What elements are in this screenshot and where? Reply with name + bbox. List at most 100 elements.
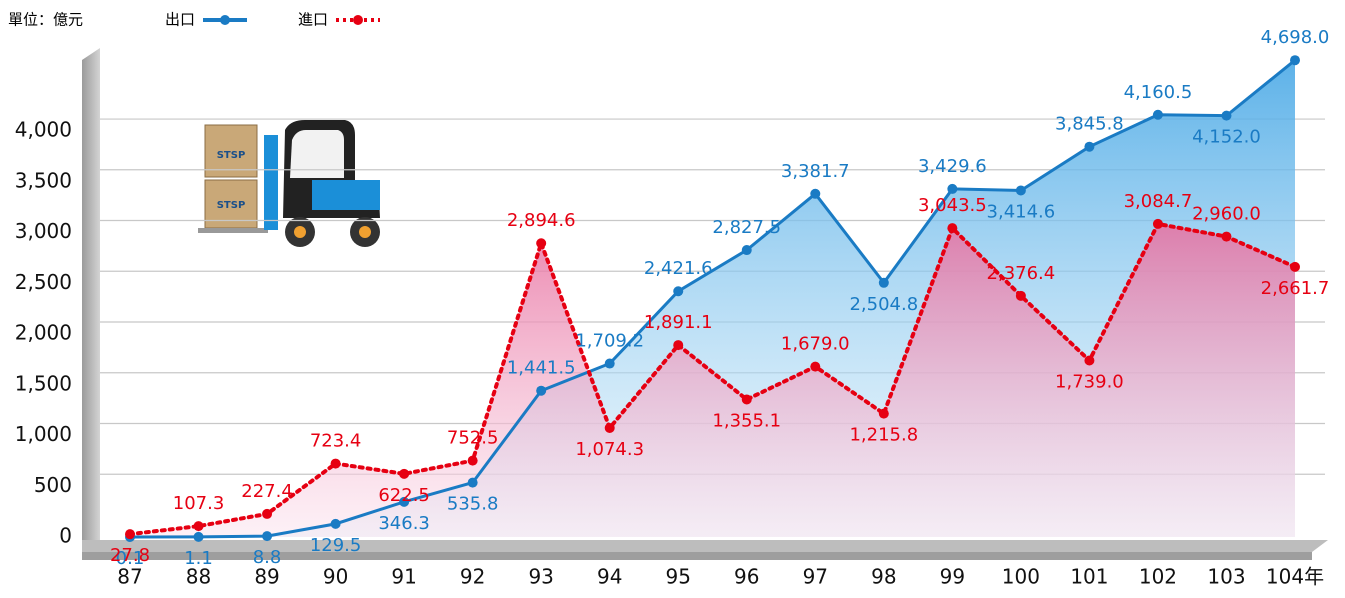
- data-point: [1221, 111, 1231, 121]
- x-tick-label: 96: [734, 565, 759, 589]
- value-label: 4,160.5: [1124, 82, 1193, 103]
- value-label: 227.4: [241, 481, 293, 502]
- data-point: [947, 184, 957, 194]
- data-point: [536, 386, 546, 396]
- x-tick-label: 90: [323, 565, 348, 589]
- data-point: [536, 238, 546, 248]
- x-tick-label: 104年: [1266, 565, 1324, 589]
- value-label: 346.3: [378, 513, 430, 534]
- value-label: 4,698.0: [1261, 27, 1330, 48]
- y-tick-label: 1,500: [15, 371, 72, 395]
- value-label: 723.4: [310, 431, 362, 452]
- data-point: [605, 423, 615, 433]
- x-tick-label: 101: [1070, 565, 1108, 589]
- data-point: [331, 459, 341, 469]
- value-label: 1,679.0: [781, 334, 850, 355]
- data-point: [742, 245, 752, 255]
- value-label: 2,376.4: [987, 263, 1056, 284]
- y-tick-label: 0: [59, 524, 72, 548]
- value-label: 27.8: [110, 545, 150, 566]
- data-point: [468, 456, 478, 466]
- data-point: [125, 529, 135, 539]
- x-tick-label: 87: [117, 565, 142, 589]
- legend-marker: [220, 15, 230, 25]
- data-point: [742, 394, 752, 404]
- data-point: [605, 359, 615, 369]
- y-tick-label: 4,000: [15, 118, 72, 142]
- y-tick-label: 3,500: [15, 168, 72, 192]
- data-point: [1290, 262, 1300, 272]
- x-tick-label: 93: [528, 565, 553, 589]
- value-label: 3,381.7: [781, 161, 850, 182]
- svg-text:STSP: STSP: [217, 200, 246, 211]
- value-label: 2,421.6: [644, 258, 713, 279]
- value-label: 4,152.0: [1192, 127, 1261, 148]
- data-point: [1221, 232, 1231, 242]
- y-tick-label: 3,000: [15, 219, 72, 243]
- x-tick-label: 88: [186, 565, 211, 589]
- x-tick-label: 92: [460, 565, 485, 589]
- value-label: 752.5: [447, 428, 499, 449]
- value-label: 107.3: [173, 493, 225, 514]
- x-tick-label: 98: [871, 565, 896, 589]
- x-tick-label: 100: [1002, 565, 1040, 589]
- value-label: 1,441.5: [507, 358, 576, 379]
- value-label: 1,709.2: [575, 331, 644, 352]
- value-label: 535.8: [447, 494, 499, 515]
- x-tick-label: 102: [1139, 565, 1177, 589]
- data-point: [1084, 142, 1094, 152]
- value-label: 1,215.8: [849, 425, 918, 446]
- data-point: [468, 478, 478, 488]
- value-label: 3,845.8: [1055, 114, 1124, 135]
- value-label: 1,355.1: [712, 410, 781, 431]
- value-label: 1,074.3: [575, 439, 644, 460]
- data-point: [1290, 55, 1300, 65]
- data-point: [1016, 185, 1026, 195]
- data-point: [1153, 219, 1163, 229]
- y-tick-label: 2,500: [15, 270, 72, 294]
- data-point: [947, 223, 957, 233]
- value-label: 3,414.6: [987, 201, 1056, 222]
- x-tick-label: 89: [254, 565, 279, 589]
- chart: 單位：億元 出口進口 STSP STSP 05001,0001,5002,000…: [0, 0, 1345, 594]
- data-point: [1084, 356, 1094, 366]
- data-point: [399, 469, 409, 479]
- y-tick-label: 500: [34, 473, 72, 497]
- data-point: [331, 519, 341, 529]
- x-tick-label: 103: [1207, 565, 1245, 589]
- data-point: [879, 278, 889, 288]
- value-label: 1,891.1: [644, 312, 713, 333]
- x-tick-label: 91: [391, 565, 416, 589]
- y-tick-label: 2,000: [15, 321, 72, 345]
- data-point: [1016, 291, 1026, 301]
- value-label: 3,429.6: [918, 156, 987, 177]
- value-label: 2,661.7: [1261, 278, 1330, 299]
- data-point: [194, 521, 204, 531]
- value-label: 3,084.7: [1124, 191, 1193, 212]
- x-tick-label: 99: [940, 565, 965, 589]
- value-label: 129.5: [310, 535, 362, 556]
- data-point: [673, 286, 683, 296]
- data-point: [810, 189, 820, 199]
- legend-label: 出口: [165, 11, 195, 29]
- data-point: [1153, 110, 1163, 120]
- value-label: 3,043.5: [918, 195, 987, 216]
- unit-label: 單位：億元: [8, 11, 83, 29]
- value-label: 622.5: [378, 485, 430, 506]
- data-point: [262, 531, 272, 541]
- x-tick-label: 97: [803, 565, 828, 589]
- x-tick-label: 94: [597, 565, 622, 589]
- y-tick-label: 1,000: [15, 422, 72, 446]
- legend-marker: [353, 15, 363, 25]
- data-point: [810, 362, 820, 372]
- svg-text:STSP: STSP: [217, 150, 246, 161]
- value-label: 2,894.6: [507, 210, 576, 231]
- data-point: [262, 509, 272, 519]
- value-label: 2,827.5: [712, 217, 781, 238]
- value-label: 2,504.8: [849, 294, 918, 315]
- data-point: [673, 340, 683, 350]
- x-tick-label: 95: [666, 565, 691, 589]
- value-label: 2,960.0: [1192, 204, 1261, 225]
- data-point: [194, 532, 204, 542]
- value-label: 1,739.0: [1055, 372, 1124, 393]
